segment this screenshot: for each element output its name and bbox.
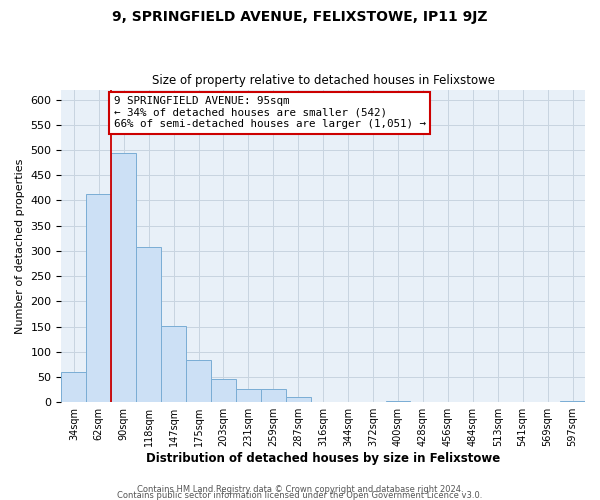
Bar xyxy=(86,194,111,402)
Text: Contains public sector information licensed under the Open Government Licence v3: Contains public sector information licen… xyxy=(118,490,482,500)
Bar xyxy=(111,153,136,402)
Bar xyxy=(61,372,86,402)
Bar xyxy=(161,326,186,402)
Text: Contains HM Land Registry data © Crown copyright and database right 2024.: Contains HM Land Registry data © Crown c… xyxy=(137,484,463,494)
Text: 9 SPRINGFIELD AVENUE: 95sqm
← 34% of detached houses are smaller (542)
66% of se: 9 SPRINGFIELD AVENUE: 95sqm ← 34% of det… xyxy=(114,96,426,130)
Bar xyxy=(386,401,410,402)
Y-axis label: Number of detached properties: Number of detached properties xyxy=(15,158,25,334)
Bar xyxy=(136,247,161,402)
Bar xyxy=(261,389,286,402)
Bar xyxy=(560,400,585,402)
Text: 9, SPRINGFIELD AVENUE, FELIXSTOWE, IP11 9JZ: 9, SPRINGFIELD AVENUE, FELIXSTOWE, IP11 … xyxy=(112,10,488,24)
Bar xyxy=(211,379,236,402)
Bar xyxy=(286,397,311,402)
Bar xyxy=(186,360,211,402)
Bar xyxy=(236,389,261,402)
X-axis label: Distribution of detached houses by size in Felixstowe: Distribution of detached houses by size … xyxy=(146,452,500,465)
Title: Size of property relative to detached houses in Felixstowe: Size of property relative to detached ho… xyxy=(152,74,495,87)
